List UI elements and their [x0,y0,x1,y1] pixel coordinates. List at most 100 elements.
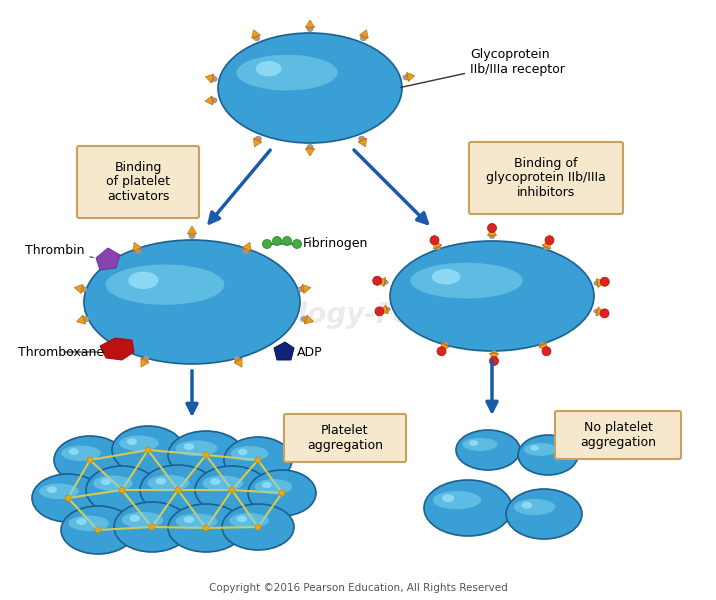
Polygon shape [234,358,242,363]
Ellipse shape [147,475,190,491]
Text: ADP: ADP [297,346,323,358]
Ellipse shape [424,480,512,536]
Circle shape [95,527,101,533]
Ellipse shape [114,502,190,552]
Ellipse shape [231,446,268,461]
Circle shape [149,524,155,530]
Polygon shape [441,343,449,347]
Polygon shape [384,278,386,286]
Ellipse shape [524,443,557,456]
Ellipse shape [127,438,137,445]
Ellipse shape [175,440,218,456]
Text: Copyright ©2016 Pearson Education, All Rights Reserved: Copyright ©2016 Pearson Education, All R… [208,583,508,593]
Ellipse shape [135,249,141,254]
Polygon shape [306,20,314,27]
Ellipse shape [112,426,184,474]
Polygon shape [74,284,82,293]
Ellipse shape [256,61,281,76]
Polygon shape [77,315,85,324]
Polygon shape [306,147,314,149]
Text: Biology-Forums: Biology-Forums [248,301,491,329]
Ellipse shape [490,235,495,238]
Ellipse shape [61,445,101,461]
Ellipse shape [224,437,292,483]
Ellipse shape [360,36,367,41]
Ellipse shape [69,515,109,531]
Ellipse shape [491,350,496,355]
Ellipse shape [195,466,269,514]
Polygon shape [205,74,213,83]
Polygon shape [379,305,388,314]
Polygon shape [490,352,498,353]
Ellipse shape [385,307,390,311]
Text: Glycoprotein
IIb/IIIa receptor: Glycoprotein IIb/IIIa receptor [401,48,565,88]
Polygon shape [441,343,449,351]
Polygon shape [252,35,260,38]
Ellipse shape [189,233,195,238]
Polygon shape [305,315,314,324]
Ellipse shape [594,309,599,313]
Ellipse shape [435,246,440,250]
FancyBboxPatch shape [555,411,681,459]
Circle shape [273,236,281,245]
Ellipse shape [359,136,364,141]
Ellipse shape [168,431,244,479]
Polygon shape [141,358,149,367]
Circle shape [119,487,125,493]
Polygon shape [377,278,385,286]
Circle shape [255,524,261,530]
Ellipse shape [122,512,163,528]
Circle shape [490,356,498,365]
Ellipse shape [140,465,216,515]
Ellipse shape [307,145,313,149]
Ellipse shape [93,475,132,491]
Ellipse shape [463,438,498,451]
Polygon shape [141,358,149,363]
Ellipse shape [469,440,478,446]
Text: .COM: .COM [455,334,489,346]
Ellipse shape [301,317,307,322]
Circle shape [545,236,554,245]
Ellipse shape [410,263,523,298]
Polygon shape [596,278,598,287]
Polygon shape [359,139,367,147]
Ellipse shape [81,287,87,292]
Text: Binding
of platelet
activators: Binding of platelet activators [106,160,170,203]
Ellipse shape [390,241,594,351]
Ellipse shape [183,443,194,450]
Ellipse shape [403,75,409,80]
Polygon shape [539,343,546,351]
Polygon shape [205,96,213,105]
Ellipse shape [61,506,135,554]
Polygon shape [596,307,599,316]
Text: Binding of
glycoprotein IIb/IIIa
inhibitors: Binding of glycoprotein IIb/IIIa inhibit… [486,157,606,199]
Circle shape [542,347,551,356]
Ellipse shape [432,269,460,284]
Polygon shape [406,73,409,82]
Ellipse shape [76,518,87,525]
Polygon shape [596,278,605,287]
Polygon shape [188,226,196,233]
Ellipse shape [211,478,221,485]
Polygon shape [359,139,367,142]
Circle shape [65,495,71,501]
Ellipse shape [443,342,448,346]
Ellipse shape [203,475,243,491]
Ellipse shape [531,445,538,451]
Circle shape [437,347,446,356]
Text: Fibrinogen: Fibrinogen [303,238,368,251]
Ellipse shape [175,514,218,529]
Ellipse shape [105,265,224,305]
Polygon shape [385,305,388,314]
Ellipse shape [237,516,247,522]
Circle shape [263,239,271,248]
FancyBboxPatch shape [77,146,199,218]
Circle shape [430,236,439,245]
Ellipse shape [32,474,104,522]
Circle shape [255,457,261,463]
Ellipse shape [262,482,271,488]
Circle shape [279,490,285,496]
Polygon shape [596,307,604,316]
Polygon shape [243,247,251,251]
Ellipse shape [69,448,79,455]
